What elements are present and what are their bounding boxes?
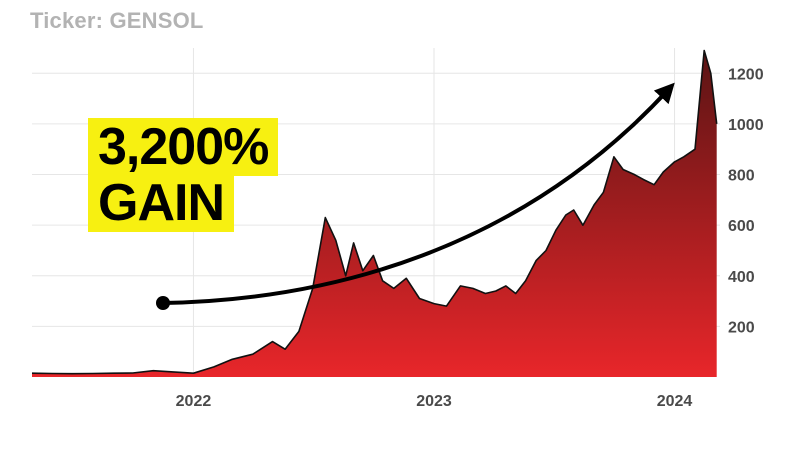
x-tick-label: 2022 [176, 393, 212, 410]
price-area-fill [32, 50, 717, 377]
gain-word: GAIN [80, 174, 242, 232]
price-area [31, 49, 718, 377]
x-axis: 2022 2023 2024 [176, 393, 693, 410]
y-tick-label: 1000 [728, 117, 764, 134]
y-tick-label: 200 [728, 319, 755, 336]
y-tick-label: 400 [728, 269, 755, 286]
x-tick-label: 2023 [416, 393, 452, 410]
y-tick-label: 1200 [728, 66, 764, 83]
y-tick-label: 600 [728, 218, 755, 235]
ticker-label: Ticker: GENSOL [30, 8, 204, 33]
y-axis: 200 400 600 800 1000 1200 [728, 66, 764, 336]
gain-percent: 3,200% [80, 118, 286, 176]
price-line [31, 49, 718, 375]
x-tick-label: 2024 [657, 393, 693, 410]
gain-percent-text: 3,200% [88, 118, 279, 176]
y-tick-label: 800 [728, 168, 755, 185]
gain-word-text: GAIN [88, 174, 234, 232]
gain-annotation: 3,200% GAIN [80, 118, 286, 232]
trend-arrow [162, 82, 675, 305]
arrow-start-dot [156, 296, 170, 310]
